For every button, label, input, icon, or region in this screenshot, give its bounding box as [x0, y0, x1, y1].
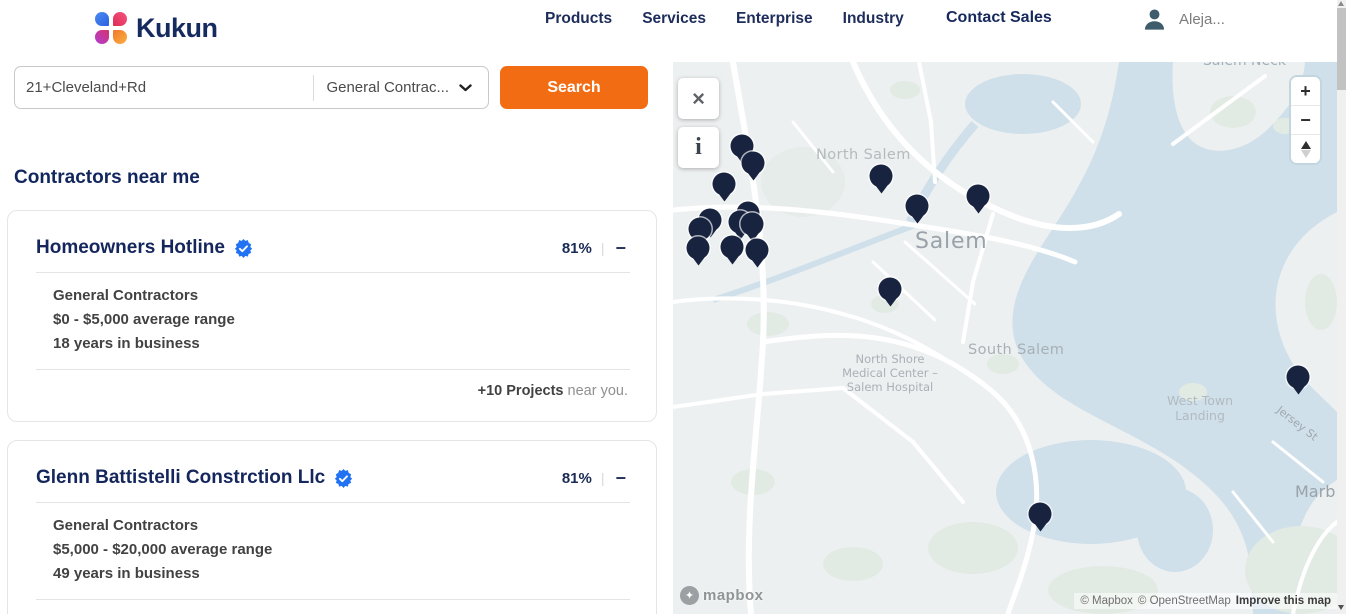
search-box: General Contrac... [14, 66, 489, 109]
page-scrollbar[interactable] [1337, 0, 1346, 614]
attribution-improve-link[interactable]: Improve this map [1235, 595, 1331, 607]
contractor-card: Glenn Battistelli Constrction Llc 81% | … [7, 440, 657, 614]
map-canvas[interactable] [673, 62, 1337, 614]
projects-count: +10 Projects [477, 383, 564, 399]
search-button[interactable]: Search [500, 66, 648, 109]
user-menu[interactable]: Aleja... [1141, 6, 1225, 33]
projects-suffix: near you. [563, 383, 628, 399]
attribution-osm-link[interactable]: © OpenStreetMap [1137, 595, 1231, 607]
projects-near-you: +10 Projects near you. [8, 370, 656, 399]
divider [36, 599, 630, 600]
detail-price-range: $0 - $5,000 average range [53, 311, 235, 328]
kukun-logo-icon [95, 12, 127, 44]
map-marker[interactable] [720, 235, 744, 259]
match-percent: 81% [561, 239, 592, 257]
collapse-card-button[interactable]: − [615, 468, 626, 488]
map-zoom-control: + − [1289, 75, 1322, 165]
contractor-details: General Contractors $5,000 - $20,000 ave… [8, 503, 656, 586]
verified-badge-icon [234, 238, 253, 258]
nav-item-enterprise[interactable]: Enterprise [735, 10, 813, 27]
map-marker[interactable] [1028, 502, 1052, 526]
divider [36, 369, 630, 370]
map-marker[interactable] [878, 277, 902, 301]
mapbox-logo-icon: ✦ [680, 586, 699, 605]
scrollbar-thumb[interactable] [1337, 8, 1346, 90]
map-info-button[interactable]: i [678, 127, 719, 168]
match-percent: 81% [561, 469, 592, 487]
map-marker[interactable] [740, 212, 764, 236]
map-marker[interactable] [688, 217, 712, 241]
divider [36, 502, 630, 503]
mapbox-logo[interactable]: ✦ mapbox [680, 586, 764, 605]
brand-name: Kukun [136, 12, 218, 43]
contractor-name[interactable]: Glenn Battistelli Constrction Llc [36, 467, 326, 488]
brand[interactable]: Kukun [95, 12, 218, 44]
verified-badge-icon [334, 468, 353, 488]
detail-years: 18 years in business [53, 335, 200, 352]
mapbox-wordmark: mapbox [703, 587, 764, 604]
detail-category: General Contractors [53, 517, 199, 534]
detail-category: General Contractors [53, 287, 199, 304]
map-marker[interactable] [869, 164, 893, 188]
contact-sales-link[interactable]: Contact Sales [946, 9, 1052, 26]
contractor-details: General Contractors $0 - $5,000 average … [8, 273, 656, 356]
map-attribution: © Mapbox © OpenStreetMap Improve this ma… [1074, 593, 1337, 609]
map-close-button[interactable]: × [678, 78, 719, 119]
contractor-card: Homeowners Hotline 81% | − General Contr… [7, 210, 657, 422]
user-name: Aleja... [1179, 11, 1225, 28]
main-nav: Products Services Enterprise Industry [545, 10, 904, 28]
separator: | [600, 470, 605, 486]
map-marker[interactable] [905, 194, 929, 218]
divider [36, 272, 630, 273]
results-heading: Contractors near me [14, 167, 200, 188]
separator: | [600, 240, 605, 256]
detail-price-range: $5,000 - $20,000 average range [53, 541, 273, 558]
category-dropdown[interactable]: General Contrac... [314, 79, 488, 96]
zoom-in-button[interactable]: + [1291, 77, 1320, 105]
chevron-down-icon [459, 83, 472, 91]
nav-item-industry[interactable]: Industry [842, 10, 904, 27]
collapse-card-button[interactable]: − [615, 238, 626, 258]
attribution-mapbox-link[interactable]: © Mapbox [1080, 595, 1133, 607]
map-marker[interactable] [741, 151, 765, 175]
nav-item-services[interactable]: Services [642, 10, 706, 27]
map-marker[interactable] [966, 184, 990, 208]
nav-item-products[interactable]: Products [545, 10, 613, 27]
map-marker[interactable] [745, 238, 769, 262]
address-search-input[interactable] [15, 67, 314, 108]
search-divider [313, 74, 315, 101]
zoom-out-button[interactable]: − [1291, 105, 1320, 134]
header: Kukun Products Services Enterprise Indus… [0, 0, 1337, 62]
map-container: Salem Neck North Salem Salem South Salem… [673, 62, 1337, 614]
user-avatar-icon [1144, 9, 1165, 30]
detail-years: 49 years in business [53, 565, 200, 582]
map-marker[interactable] [1286, 365, 1310, 389]
scrollbar-down-arrow[interactable] [1338, 605, 1344, 610]
compass-button[interactable] [1291, 134, 1320, 163]
results-panel: General Contrac... Search Contractors ne… [0, 62, 673, 614]
map-marker[interactable] [686, 236, 710, 260]
compass-icon [1300, 140, 1311, 158]
map-marker[interactable] [712, 172, 736, 196]
scrollbar-up-arrow[interactable] [1338, 1, 1344, 6]
contractor-name[interactable]: Homeowners Hotline [36, 237, 225, 258]
category-dropdown-value: General Contrac... [326, 79, 449, 96]
